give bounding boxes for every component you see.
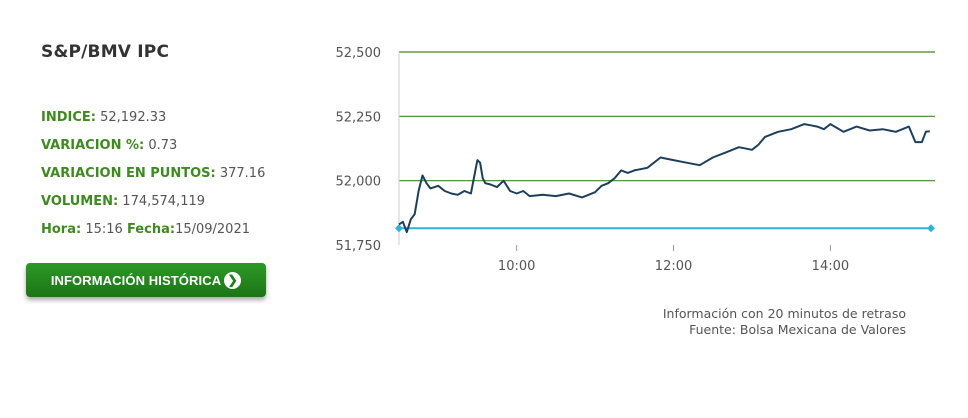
fecha-label: Fecha: (126, 222, 176, 237)
stat-label: VARIACION %: (41, 138, 145, 153)
stat-label: VOLUMEN: (41, 194, 119, 209)
hora-label: Hora: (41, 222, 82, 237)
footnote-source: Fuente: Bolsa Mexicana de Valores (689, 322, 906, 337)
x-tick-label: 12:00 (655, 259, 692, 274)
stat-value: 174,574,119 (122, 194, 206, 209)
stat-variacion-pct: VARIACION %: 0.73 (41, 136, 265, 164)
stat-label: INDICE: (41, 110, 96, 125)
fecha-value: 15/09/2021 (175, 222, 250, 237)
reference-marker-left (395, 224, 403, 233)
x-tick-label: 14:00 (812, 259, 849, 274)
stat-indice: INDICE: 52,192.33 (41, 108, 265, 136)
y-tick-label: 52,250 (336, 110, 382, 125)
stat-volumen: VOLUMEN: 174,574,119 (41, 192, 265, 220)
y-tick-label: 52,000 (336, 175, 382, 190)
price-chart: 52,500 52,250 52,000 51,750 10:00 12:00 14:00 (336, 46, 935, 274)
stat-hora-fecha: Hora: 15:16 Fecha:15/09/2021 (41, 220, 265, 248)
informacion-historica-button[interactable]: INFORMACIÓN HISTÓRICA ❯ (26, 263, 266, 297)
footnote: Información con 20 minutos de retraso Fu… (663, 306, 906, 338)
footnote-delay: Información con 20 minutos de retraso (662, 306, 906, 321)
stat-label: VARIACION EN PUNTOS: (41, 166, 216, 181)
x-tick-label: 10:00 (498, 259, 535, 274)
stat-value: 377.16 (219, 166, 266, 181)
hora-value: 15:16 (85, 222, 123, 237)
stat-value: 52,192.33 (100, 110, 167, 125)
page-title: S&P/BMV IPC (41, 42, 170, 62)
stat-variacion-puntos: VARIACION EN PUNTOS: 377.16 (41, 164, 265, 192)
chevron-right-circle-icon: ❯ (224, 271, 242, 289)
y-tick-label: 51,750 (336, 239, 382, 254)
button-label: INFORMACIÓN HISTÓRICA (50, 272, 222, 288)
y-tick-label: 52,500 (336, 46, 382, 61)
series-line (398, 123, 930, 234)
stats-panel: INDICE: 52,192.33 VARIACION %: 0.73 VARI… (41, 108, 265, 248)
reference-marker-right (927, 224, 935, 233)
stat-value: 0.73 (148, 138, 178, 153)
